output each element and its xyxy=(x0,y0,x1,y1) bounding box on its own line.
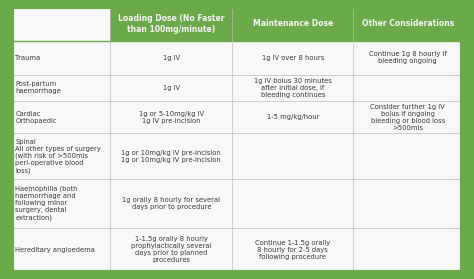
Text: 1g IV: 1g IV xyxy=(163,55,180,61)
Bar xyxy=(232,133,353,179)
Bar xyxy=(12,133,110,179)
Text: Other Considerations: Other Considerations xyxy=(362,20,454,28)
Bar xyxy=(353,101,462,133)
Text: Consider further 1g IV
bolus if ongoing
bleeding or blood loss
>500mls: Consider further 1g IV bolus if ongoing … xyxy=(370,104,445,131)
Bar xyxy=(110,228,232,272)
Text: Loading Dose (No Faster
than 100mg/minute): Loading Dose (No Faster than 100mg/minut… xyxy=(118,14,225,34)
Bar xyxy=(353,133,462,179)
Text: 1g orally 8 hourly for several
days prior to procedure: 1g orally 8 hourly for several days prio… xyxy=(122,197,220,210)
Bar xyxy=(353,41,462,75)
Text: Post-partum
haemorrhage: Post-partum haemorrhage xyxy=(15,81,61,94)
Bar xyxy=(110,101,232,133)
Text: Haemophilia (both
haemorrhage and
following minor
surgery, dental
extraction): Haemophilia (both haemorrhage and follow… xyxy=(15,186,78,221)
Bar xyxy=(12,41,110,75)
Text: 1-1.5g orally 8 hourly
prophylactically several
days prior to planned
procedures: 1-1.5g orally 8 hourly prophylactically … xyxy=(131,236,211,263)
Text: 1g IV over 8 hours: 1g IV over 8 hours xyxy=(262,55,324,61)
Text: 1g IV: 1g IV xyxy=(163,85,180,91)
Text: Spinal
All other types of surgery
(with risk of >500mls
peri-operative blood
los: Spinal All other types of surgery (with … xyxy=(15,139,101,174)
Text: 1g or 5-10mg/kg IV
1g IV pre-incision: 1g or 5-10mg/kg IV 1g IV pre-incision xyxy=(139,110,204,124)
Text: Maintenance Dose: Maintenance Dose xyxy=(253,20,333,28)
Bar xyxy=(110,7,232,41)
Bar xyxy=(110,75,232,101)
Bar xyxy=(110,41,232,75)
Bar xyxy=(110,133,232,179)
Bar xyxy=(12,228,110,272)
Bar xyxy=(353,75,462,101)
Bar xyxy=(12,7,110,41)
Text: 1-5 mg/kg/hour: 1-5 mg/kg/hour xyxy=(266,114,319,120)
Text: 1g IV bolus 30 minutes
after initial dose, if
bleeding continues: 1g IV bolus 30 minutes after initial dos… xyxy=(254,78,332,98)
Bar xyxy=(110,179,232,228)
Text: Cardiac
Orthopaedic: Cardiac Orthopaedic xyxy=(15,110,57,124)
Text: Continue 1g 8 hourly if
bleeding ongoing: Continue 1g 8 hourly if bleeding ongoing xyxy=(369,51,447,64)
Bar xyxy=(12,75,110,101)
Bar xyxy=(232,179,353,228)
Bar xyxy=(353,179,462,228)
Text: Trauma: Trauma xyxy=(15,55,40,61)
Bar xyxy=(232,228,353,272)
Text: 1g or 10mg/kg IV pre-incision
1g or 10mg/kg IV pre-incision: 1g or 10mg/kg IV pre-incision 1g or 10mg… xyxy=(121,150,221,163)
Text: Hereditary angioedema: Hereditary angioedema xyxy=(15,247,95,253)
Bar xyxy=(232,75,353,101)
Bar xyxy=(12,101,110,133)
Bar xyxy=(353,7,462,41)
Bar xyxy=(232,7,353,41)
Bar xyxy=(12,179,110,228)
Bar xyxy=(232,41,353,75)
Bar xyxy=(232,101,353,133)
Bar xyxy=(353,228,462,272)
Text: Continue 1-1.5g orally
8 hourly for 2-5 days
following procedure: Continue 1-1.5g orally 8 hourly for 2-5 … xyxy=(255,240,330,260)
